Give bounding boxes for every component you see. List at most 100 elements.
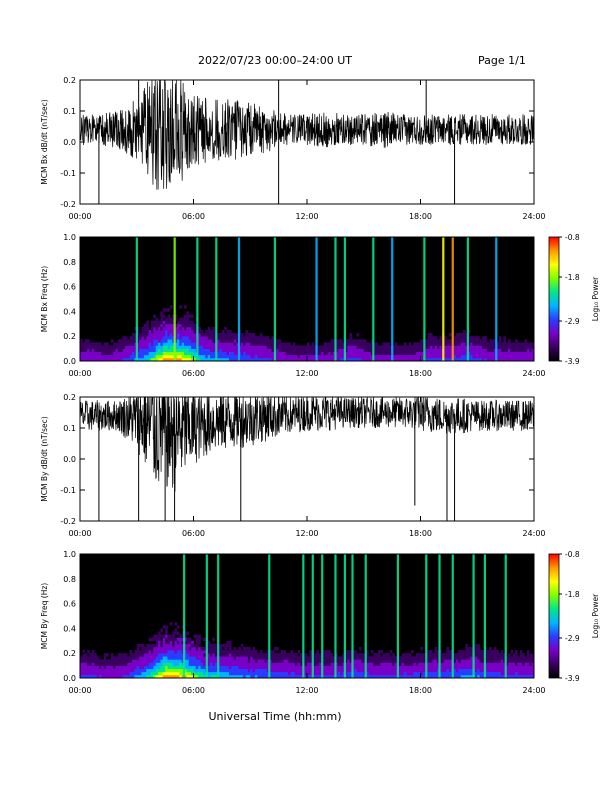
- spectrogram-cell: [375, 659, 379, 663]
- spectrogram-cell: [285, 665, 289, 669]
- spectrogram-cell: [467, 336, 471, 340]
- spectrogram-cell: [288, 653, 291, 657]
- spectrogram-cell: [422, 674, 426, 679]
- spectrogram-cell: [224, 345, 227, 349]
- spectrogram-cell: [500, 656, 504, 660]
- spectrogram-cell: [169, 351, 173, 356]
- spectrogram-cell: [526, 671, 530, 676]
- spectrogram-cell: [316, 345, 320, 349]
- spectrogram-cell: [226, 662, 230, 666]
- spectrogram-cell: [148, 653, 152, 657]
- spectrogram-cell: [280, 345, 284, 349]
- spectrogram-cell: [243, 668, 246, 673]
- spectrogram-cell: [136, 656, 140, 660]
- spectrogram-cell: [347, 659, 350, 663]
- spectrogram-cell: [115, 357, 119, 362]
- spectrogram-cell: [134, 354, 138, 359]
- spectrogram-cell: [236, 345, 239, 349]
- spectrogram-cell: [148, 650, 152, 654]
- spectrogram-cell: [153, 357, 156, 362]
- spectrogram-cell: [524, 348, 528, 352]
- spectrogram-cell: [82, 357, 86, 362]
- spectrogram-cell: [115, 345, 119, 349]
- spectrogram-cell: [470, 345, 473, 349]
- spectrogram-cell: [158, 653, 161, 657]
- spectrogram-cell: [318, 656, 322, 660]
- spectrogram-cell: [335, 671, 339, 676]
- spectrogram-cell: [278, 345, 282, 349]
- spectrogram-cell: [330, 662, 334, 666]
- spectrogram-cell: [141, 659, 145, 663]
- spectrogram-cell: [188, 320, 192, 325]
- spectrogram-cell: [179, 351, 182, 356]
- spectrogram-cell: [205, 336, 208, 340]
- spectrogram-cell: [91, 653, 95, 657]
- spectrogram-cell: [153, 314, 156, 318]
- spectrogram-cell: [257, 351, 260, 356]
- spectrogram-cell: [498, 351, 502, 356]
- spectrogram-cell: [418, 345, 421, 349]
- spectrogram-cell: [252, 336, 256, 340]
- spectrogram-cell: [195, 650, 199, 654]
- spectrogram-cell: [328, 665, 331, 669]
- spectrogram-cell: [510, 348, 514, 352]
- spectrogram-cell: [165, 647, 168, 651]
- spectrogram-cell: [446, 674, 450, 679]
- spectrogram-cell: [236, 348, 239, 352]
- spectrogram-cell: [425, 342, 428, 346]
- spectrogram-cell: [188, 342, 192, 346]
- spectrogram-cell: [205, 339, 208, 343]
- spectrogram-cell: [491, 665, 495, 669]
- spectrogram-cell: [460, 659, 464, 663]
- spectrogram-cell: [455, 656, 459, 660]
- spectrogram-cell: [394, 342, 398, 346]
- spectrogram-cell: [207, 336, 211, 340]
- spectrogram-cell: [113, 348, 116, 352]
- spectrogram-cell: [413, 656, 417, 660]
- spectrogram-cell: [169, 323, 173, 328]
- spectrogram-cell: [344, 671, 348, 676]
- spectrogram-cell: [240, 668, 244, 673]
- spectrogram-cell: [84, 656, 88, 660]
- spectrogram-cell: [117, 345, 121, 349]
- spectrogram-cell: [299, 668, 303, 673]
- spectrogram-cell: [493, 339, 497, 343]
- spectrogram-cell: [463, 674, 466, 679]
- spectrogram-cell: [214, 665, 218, 669]
- spectrogram-cell: [167, 650, 171, 654]
- spectrogram-cell: [467, 330, 471, 334]
- spectrogram-cell: [155, 634, 159, 638]
- spectrogram-cell: [444, 671, 447, 676]
- spectrogram-cell: [195, 662, 199, 666]
- spectrogram-cell: [117, 656, 121, 660]
- y-tick-label: 0.2: [63, 649, 76, 658]
- spectrogram-cell: [517, 342, 521, 346]
- spectrogram-cell: [162, 308, 166, 312]
- spectrogram-cell: [120, 659, 123, 663]
- spectrogram-cell: [354, 662, 357, 666]
- spectrogram-cell: [174, 662, 178, 666]
- spectrogram-cell: [148, 357, 152, 362]
- spectrogram-cell: [392, 674, 395, 679]
- spectrogram-cell: [247, 668, 251, 673]
- spectrogram-cell: [169, 305, 173, 309]
- spectrogram-cell: [491, 351, 495, 356]
- spectrogram-cell: [316, 662, 320, 666]
- spectrogram-cell: [247, 659, 251, 663]
- spectrogram-cell: [448, 653, 452, 657]
- spectrogram-cell: [181, 345, 185, 349]
- spectrogram-cell: [354, 668, 357, 673]
- spectrogram-cell: [422, 671, 426, 676]
- spectrogram-cell: [169, 671, 173, 676]
- spectrogram-cell: [432, 659, 435, 663]
- spectrogram-cell: [460, 671, 464, 676]
- spectrogram-cell: [432, 665, 435, 669]
- spectrogram-cell: [463, 665, 466, 669]
- spectrogram-cell: [375, 665, 379, 669]
- spectrogram-cell: [401, 671, 405, 676]
- spectrogram-cell: [295, 357, 298, 362]
- spectrogram-cell: [124, 668, 128, 673]
- spectrogram-cell: [259, 656, 263, 660]
- spectrogram-cell: [207, 665, 211, 669]
- spectrogram-cell: [221, 357, 225, 362]
